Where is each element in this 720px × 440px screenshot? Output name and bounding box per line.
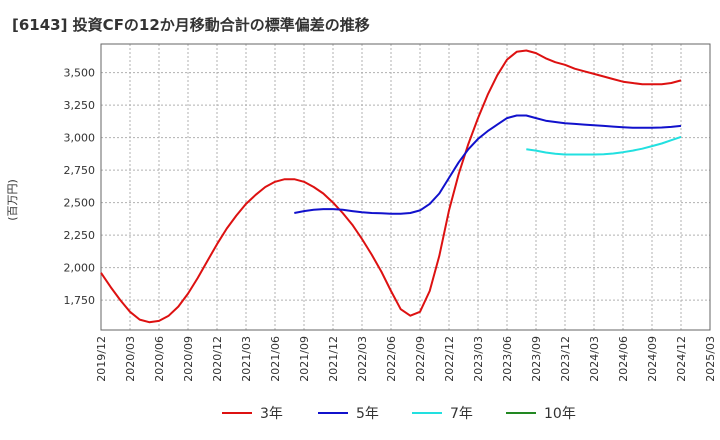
x-tick-label: 2023/06 (501, 336, 514, 382)
legend-item: 3年 (222, 406, 283, 422)
x-tick-label: 2021/09 (298, 336, 311, 382)
x-tick-label: 2022/09 (414, 336, 427, 382)
x-tick-label: 2021/06 (269, 336, 282, 382)
x-tick-label: 2024/12 (675, 336, 688, 382)
legend-item: 10年 (506, 406, 576, 422)
x-tick-label: 2024/03 (588, 336, 601, 382)
x-tick-label: 2024/09 (646, 336, 659, 382)
y-tick-label: 3,500 (64, 67, 96, 80)
chart-title: [6143] 投資CFの12か月移動合計の標準偏差の推移 (12, 16, 370, 34)
legend-item: 5年 (318, 406, 379, 422)
x-tick-label: 2022/06 (385, 336, 398, 382)
y-tick-label: 1,750 (64, 294, 96, 307)
x-tick-label: 2024/06 (617, 336, 630, 382)
series-line-1 (294, 114, 682, 215)
x-tick-label: 2019/12 (95, 336, 108, 382)
x-tick-label: 2020/12 (211, 336, 224, 382)
legend-label: 10年 (544, 406, 576, 422)
x-tick-label: 2025/03 (704, 336, 717, 382)
series-line-2 (526, 135, 682, 156)
plot-frame (100, 43, 711, 331)
x-axis: 2019/12 2020/03 2020/06 2020/09 2020/12 2021/… (95, 336, 717, 382)
series-lines (100, 49, 682, 324)
grid (100, 43, 711, 331)
y-tick-label: 2,750 (64, 164, 96, 177)
y-axis: 1,750 2,000 2,250 2,500 2,750 3,000 3,250 3,500 (64, 67, 96, 308)
legend-item: 7年 (412, 406, 473, 422)
y-tick-label: 3,000 (64, 132, 96, 145)
x-tick-label: 2021/12 (327, 336, 340, 382)
legend-label: 5年 (356, 406, 379, 422)
y-tick-label: 3,250 (64, 99, 96, 112)
x-tick-label: 2022/03 (356, 336, 369, 382)
y-tick-label: 2,250 (64, 229, 96, 242)
x-tick-label: 2020/09 (182, 336, 195, 382)
y-axis-label: (百万円) (6, 179, 19, 221)
x-tick-label: 2023/09 (530, 336, 543, 382)
legend: 3年 5年 7年 10年 (222, 406, 576, 422)
x-tick-label: 2022/12 (443, 336, 456, 382)
x-tick-label: 2023/12 (559, 336, 572, 382)
y-tick-label: 2,000 (64, 262, 96, 275)
y-tick-label: 2,500 (64, 197, 96, 210)
x-tick-label: 2020/03 (124, 336, 137, 382)
x-tick-label: 2023/03 (472, 336, 485, 382)
x-tick-label: 2020/06 (153, 336, 166, 382)
series-line-0 (100, 49, 682, 324)
legend-label: 7年 (450, 406, 473, 422)
x-tick-label: 2021/03 (240, 336, 253, 382)
legend-label: 3年 (260, 406, 283, 422)
